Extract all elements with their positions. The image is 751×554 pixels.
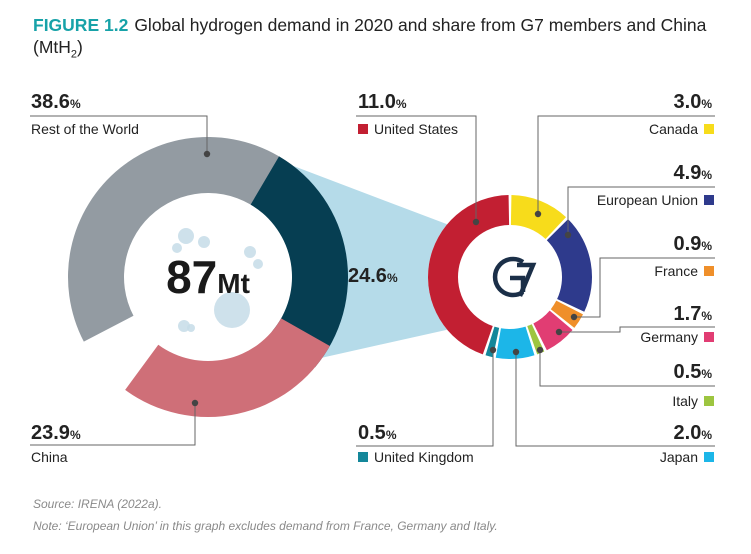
leader-japan	[515, 352, 715, 447]
label-value-germany: 1.7%	[674, 303, 713, 325]
label-value-united-states: 11.0%	[358, 91, 407, 113]
legend-square-united-states	[358, 124, 368, 134]
label-name-european-union: European Union	[597, 192, 698, 208]
label-value-g7: 24.6%	[348, 265, 398, 287]
marker-germany	[555, 328, 563, 336]
small-donut-slice-germany	[533, 310, 573, 351]
bubble-decoration	[178, 228, 194, 244]
label-value-canada: 3.0%	[674, 91, 713, 113]
g7-logo-seven	[517, 262, 537, 297]
small-donut-slice-united-kingdom	[485, 326, 500, 358]
legend-square-united-kingdom	[358, 452, 368, 462]
bubble-decoration	[187, 324, 195, 332]
figure-title-end: )	[77, 37, 83, 57]
small-donut-slice-european-union	[546, 219, 592, 312]
label-name-canada: Canada	[649, 121, 698, 137]
leader-italy	[539, 350, 715, 387]
small-donut-slice-france	[550, 300, 584, 328]
label-name-france: France	[654, 263, 698, 279]
small-donut-slice-united-states	[428, 195, 510, 355]
label-value-france: 0.9%	[674, 233, 713, 255]
bubble-decoration	[214, 292, 250, 328]
bubble-decoration	[253, 259, 263, 269]
legend-square-france	[704, 266, 714, 276]
bubble-decoration	[172, 243, 182, 253]
source-note: Source: IRENA (2022a).	[33, 497, 162, 511]
figure-title-text: Global hydrogen demand in 2020 and share…	[33, 15, 707, 57]
g7-logo-g-arc	[492, 256, 525, 298]
label-value-japan: 2.0%	[674, 422, 713, 444]
leader-united-kingdom	[356, 350, 494, 447]
marker-european-union	[564, 231, 572, 239]
label-value-european-union: 4.9%	[674, 162, 713, 184]
leader-canada	[537, 115, 715, 214]
legend-square-european-union	[704, 195, 714, 205]
leader-united-states	[356, 115, 477, 222]
label-name-rest-of-world: Rest of the World	[31, 121, 139, 137]
marker-canada	[534, 210, 542, 218]
marker-united-kingdom	[489, 346, 497, 354]
legend-square-germany	[704, 332, 714, 342]
label-name-united-kingdom: United Kingdom	[374, 449, 474, 465]
label-value-rest-of-world: 38.6%	[31, 91, 81, 113]
legend-square-italy	[704, 396, 714, 406]
marker-rest-of-world	[203, 150, 211, 158]
big-donut-slice-g7	[250, 156, 348, 368]
bubble-decoration	[198, 236, 210, 248]
footnote: Note: ‘European Union’ in this graph exc…	[33, 519, 498, 533]
label-name-germany: Germany	[640, 329, 698, 345]
legend-square-japan	[704, 452, 714, 462]
big-donut-slice-china	[125, 318, 330, 417]
leader-china	[30, 403, 196, 446]
label-name-japan: Japan	[660, 449, 698, 465]
label-name-italy: Italy	[672, 393, 698, 409]
big-donut-slice-rest-of-the-world	[67, 136, 299, 342]
figure-title: FIGURE 1.2 Global hydrogen demand in 2020…	[33, 14, 733, 66]
marker-united-states	[472, 218, 480, 226]
leader-rest-of-world	[30, 115, 208, 154]
small-donut-slice-japan	[495, 326, 535, 359]
leader-european-union	[567, 186, 715, 235]
marker-japan	[512, 348, 520, 356]
figure-title-subscript: 2	[70, 48, 78, 61]
label-value-china: 23.9%	[31, 422, 81, 444]
label-name-china: China	[31, 449, 68, 465]
marker-italy	[536, 346, 544, 354]
bubble-decoration	[178, 320, 190, 332]
bubble-decoration	[244, 246, 256, 258]
figure-label: FIGURE 1.2	[33, 15, 129, 35]
leader-germany	[559, 326, 715, 333]
label-value-italy: 0.5%	[674, 361, 713, 383]
legend-square-canada	[704, 124, 714, 134]
leader-france	[574, 257, 715, 318]
label-name-united-states: United States	[374, 121, 458, 137]
label-value-united-kingdom: 0.5%	[358, 422, 397, 444]
marker-france	[570, 313, 578, 321]
center-total-label: 87Mt	[166, 251, 250, 303]
marker-china	[191, 399, 199, 407]
g7-logo	[492, 256, 537, 298]
